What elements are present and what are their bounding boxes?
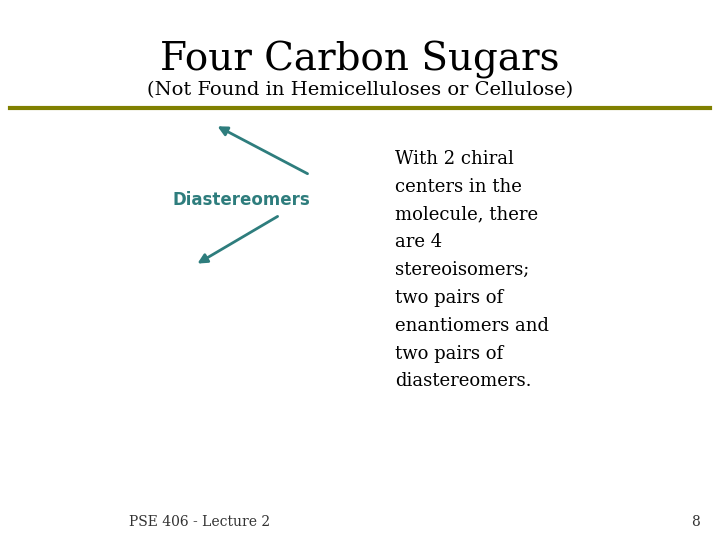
Text: 8: 8 <box>690 515 699 529</box>
Text: PSE 406 - Lecture 2: PSE 406 - Lecture 2 <box>130 515 271 529</box>
Text: (Not Found in Hemicelluloses or Cellulose): (Not Found in Hemicelluloses or Cellulos… <box>147 81 573 99</box>
Text: Four Carbon Sugars: Four Carbon Sugars <box>161 41 559 79</box>
Text: With 2 chiral
centers in the
molecule, there
are 4
stereoisomers;
two pairs of
e: With 2 chiral centers in the molecule, t… <box>395 150 549 390</box>
Text: Diastereomers: Diastereomers <box>172 191 310 209</box>
